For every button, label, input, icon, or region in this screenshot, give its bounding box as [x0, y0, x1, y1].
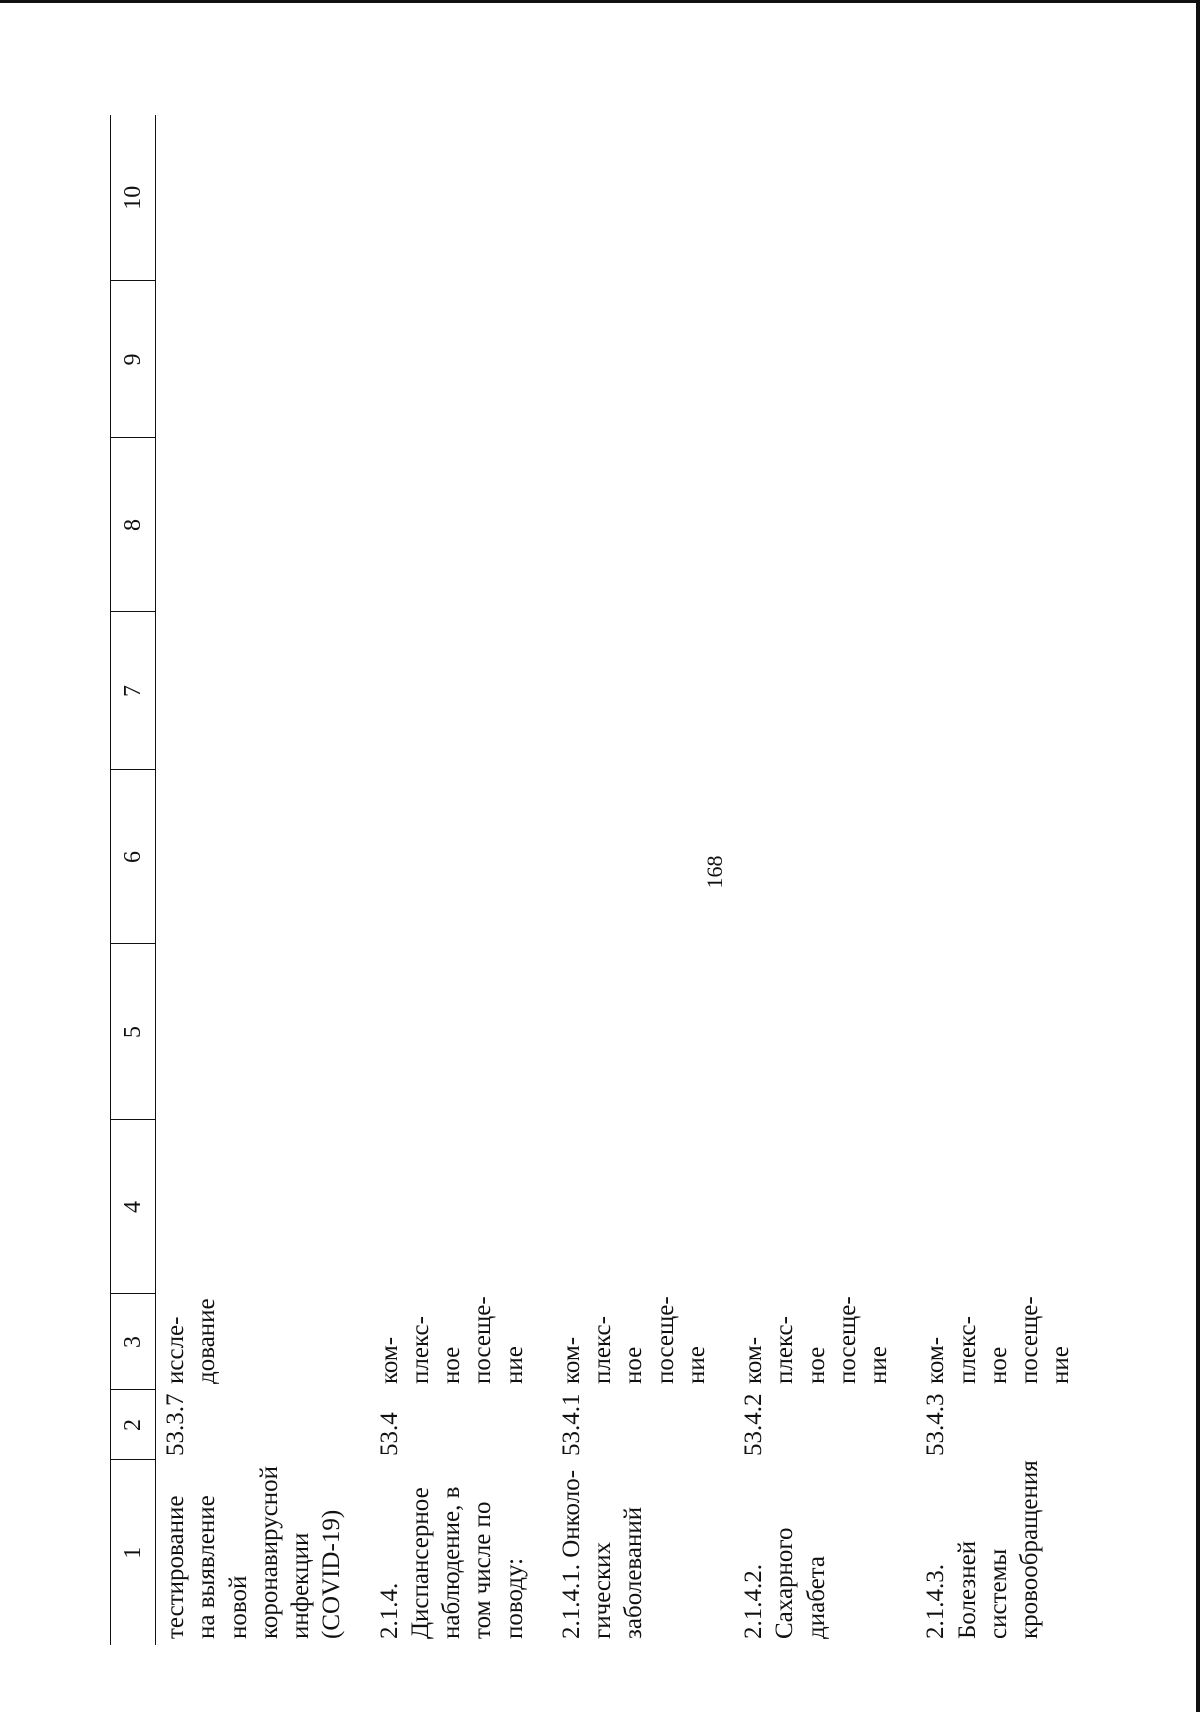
row-code: 53.4.1 — [557, 1393, 585, 1457]
column-header: 4 — [110, 1120, 156, 1294]
empty-cell — [370, 438, 552, 612]
table-row: 2.1.4.3. Болезней системы кровообращения… — [916, 115, 1098, 1645]
empty-cell — [552, 438, 734, 612]
table-row: 2.1.4.1. Онколо- гических заболеваний 53… — [552, 115, 734, 1645]
empty-cell — [916, 1120, 1098, 1294]
empty-cell — [552, 1120, 734, 1294]
empty-cell — [734, 115, 916, 281]
empty-cell — [916, 612, 1098, 770]
empty-cell — [734, 770, 916, 944]
row-unit: ком- плекс- ное посеще- ние — [375, 1296, 528, 1384]
empty-cell — [156, 770, 370, 944]
row-code: 53.4.3 — [922, 1393, 950, 1457]
row-name: тестирование на выявление новой коронави… — [162, 1465, 346, 1639]
empty-cell — [552, 770, 734, 944]
table-row: 2.1.4. Диспансерное наблюдение, в том чи… — [370, 115, 552, 1645]
empty-cell — [156, 115, 370, 281]
empty-cell — [370, 115, 552, 281]
empty-cell — [156, 944, 370, 1120]
empty-cell — [552, 612, 734, 770]
row-name: 2.1.4.1. Онколо- гических заболеваний — [557, 1469, 648, 1639]
empty-cell — [370, 612, 552, 770]
empty-cell — [156, 281, 370, 438]
empty-cell — [552, 115, 734, 281]
empty-cell — [552, 944, 734, 1120]
column-header: 10 — [110, 115, 156, 281]
scan-edge-right — [1196, 0, 1200, 1712]
scan-edge-top — [0, 0, 1200, 3]
data-table: 1 2 3 4 5 6 7 8 9 10 тестирование на выя… — [110, 115, 1099, 1645]
empty-cell — [916, 944, 1098, 1120]
column-header: 6 — [110, 770, 156, 944]
empty-cell — [156, 1120, 370, 1294]
empty-cell — [916, 281, 1098, 438]
empty-cell — [370, 944, 552, 1120]
empty-cell — [916, 438, 1098, 612]
empty-cell — [156, 438, 370, 612]
row-unit: ком- плекс- ное посеще- ние — [557, 1296, 710, 1384]
row-name: 2.1.4. Диспансерное наблюдение, в том чи… — [375, 1486, 528, 1639]
empty-cell — [734, 438, 916, 612]
empty-cell — [734, 1120, 916, 1294]
row-unit: ком- плекс- ное посеще- ние — [740, 1296, 892, 1384]
empty-cell — [370, 281, 552, 438]
rotated-table-page: 1 2 3 4 5 6 7 8 9 10 тестирование на выя… — [110, 115, 1200, 1645]
row-code: 53.4 — [375, 1412, 403, 1456]
row-unit: ком- плекс- ное посеще- ние — [922, 1296, 1075, 1384]
column-header: 3 — [110, 1294, 156, 1390]
column-header: 9 — [110, 281, 156, 438]
empty-cell — [916, 115, 1098, 281]
row-code: 53.4.2 — [740, 1393, 767, 1457]
empty-cell — [156, 612, 370, 770]
empty-cell — [916, 770, 1098, 944]
empty-cell — [370, 1120, 552, 1294]
empty-cell — [370, 770, 552, 944]
empty-cell — [734, 612, 916, 770]
row-code: 53.3.7 — [162, 1393, 189, 1457]
table-row: тестирование на выявление новой коронави… — [156, 115, 370, 1645]
table-header-row: 1 2 3 4 5 6 7 8 9 10 — [110, 115, 156, 1645]
column-header: 8 — [110, 438, 156, 612]
empty-cell — [734, 281, 916, 438]
empty-cell — [734, 944, 916, 1120]
table-row: 2.1.4.2. Сахарного диабета 53.4.2 ком- п… — [734, 115, 916, 1645]
row-unit: иссле- дование — [162, 1298, 221, 1384]
column-header: 1 — [110, 1460, 156, 1645]
row-name: 2.1.4.3. Болезней системы кровообращения — [922, 1460, 1043, 1639]
column-header: 2 — [110, 1390, 156, 1460]
column-header: 7 — [110, 612, 156, 770]
row-name: 2.1.4.2. Сахарного диабета — [740, 1527, 830, 1639]
column-header: 5 — [110, 944, 156, 1120]
empty-cell — [552, 281, 734, 438]
